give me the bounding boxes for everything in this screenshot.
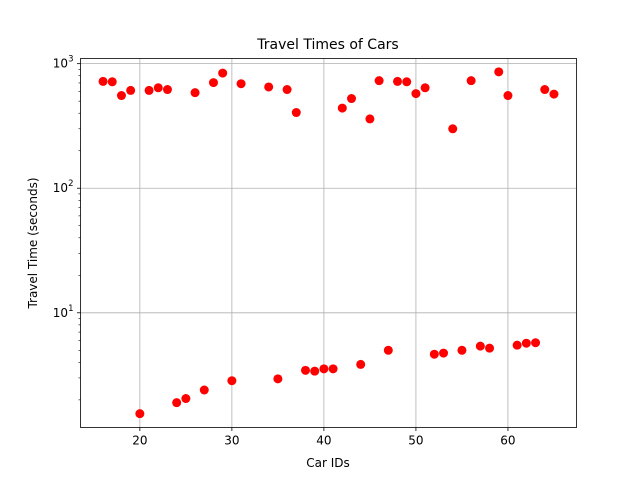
data-point: [208, 78, 218, 88]
data-point: [291, 108, 301, 118]
data-point: [374, 76, 384, 86]
data-point: [466, 76, 476, 86]
data-point: [457, 345, 467, 355]
plot-frame: [80, 58, 577, 428]
data-point: [531, 338, 541, 348]
data-point: [439, 348, 449, 358]
y-axis-label: Travel Time (seconds): [26, 177, 40, 309]
data-point: [512, 340, 522, 350]
data-point: [135, 409, 145, 419]
y-tick-label: 101: [53, 304, 74, 320]
data-points: [98, 67, 559, 419]
data-point: [485, 343, 495, 353]
data-point: [549, 89, 559, 99]
data-point: [429, 349, 439, 359]
data-point: [411, 89, 421, 99]
data-point: [503, 91, 513, 101]
data-point: [236, 79, 246, 89]
data-point: [190, 88, 200, 98]
y-tick-label: 102: [53, 179, 74, 195]
data-point: [402, 77, 412, 87]
data-point: [383, 345, 393, 355]
data-point: [319, 364, 329, 374]
data-point: [420, 83, 430, 93]
y-tick-exponent: 2: [68, 179, 73, 189]
data-point: [356, 359, 366, 369]
data-point: [144, 85, 154, 95]
data-point: [273, 374, 283, 384]
data-point: [310, 366, 320, 376]
data-point: [448, 124, 458, 134]
data-point: [153, 83, 163, 93]
y-tick-label: 103: [53, 55, 74, 71]
grid-lines: [80, 58, 577, 428]
data-point: [282, 85, 292, 95]
data-point: [300, 365, 310, 375]
x-tick-label: 40: [316, 434, 331, 448]
data-point: [227, 376, 237, 386]
data-point: [494, 67, 504, 77]
data-point: [116, 91, 126, 101]
y-tick-base: 10: [53, 57, 68, 71]
x-axis-label: Car IDs: [306, 456, 350, 470]
y-tick-exponent: 1: [68, 304, 73, 314]
data-point: [393, 76, 403, 86]
data-point: [521, 338, 531, 348]
x-tick-label: 30: [224, 434, 239, 448]
x-tick-label: 50: [408, 434, 423, 448]
x-tick-label: 60: [500, 434, 515, 448]
chart-title: Travel Times of Cars: [256, 37, 398, 53]
data-point: [162, 85, 172, 95]
data-point: [218, 68, 228, 78]
data-point: [126, 85, 136, 95]
data-point: [328, 364, 338, 374]
data-point: [365, 114, 375, 124]
data-point: [264, 82, 274, 92]
data-point: [107, 77, 117, 87]
y-tick-exponent: 3: [68, 55, 73, 65]
data-point: [98, 76, 108, 86]
data-point: [181, 394, 191, 404]
data-point: [347, 94, 357, 104]
data-point: [540, 85, 550, 95]
data-point: [172, 398, 182, 408]
data-point: [337, 103, 347, 113]
y-tick-base: 10: [53, 181, 68, 195]
y-tick-base: 10: [53, 306, 68, 320]
data-point: [475, 341, 485, 351]
x-axis-ticks: 20 30 40 50 60: [132, 427, 516, 448]
x-tick-label: 20: [132, 434, 147, 448]
data-point: [199, 385, 209, 395]
